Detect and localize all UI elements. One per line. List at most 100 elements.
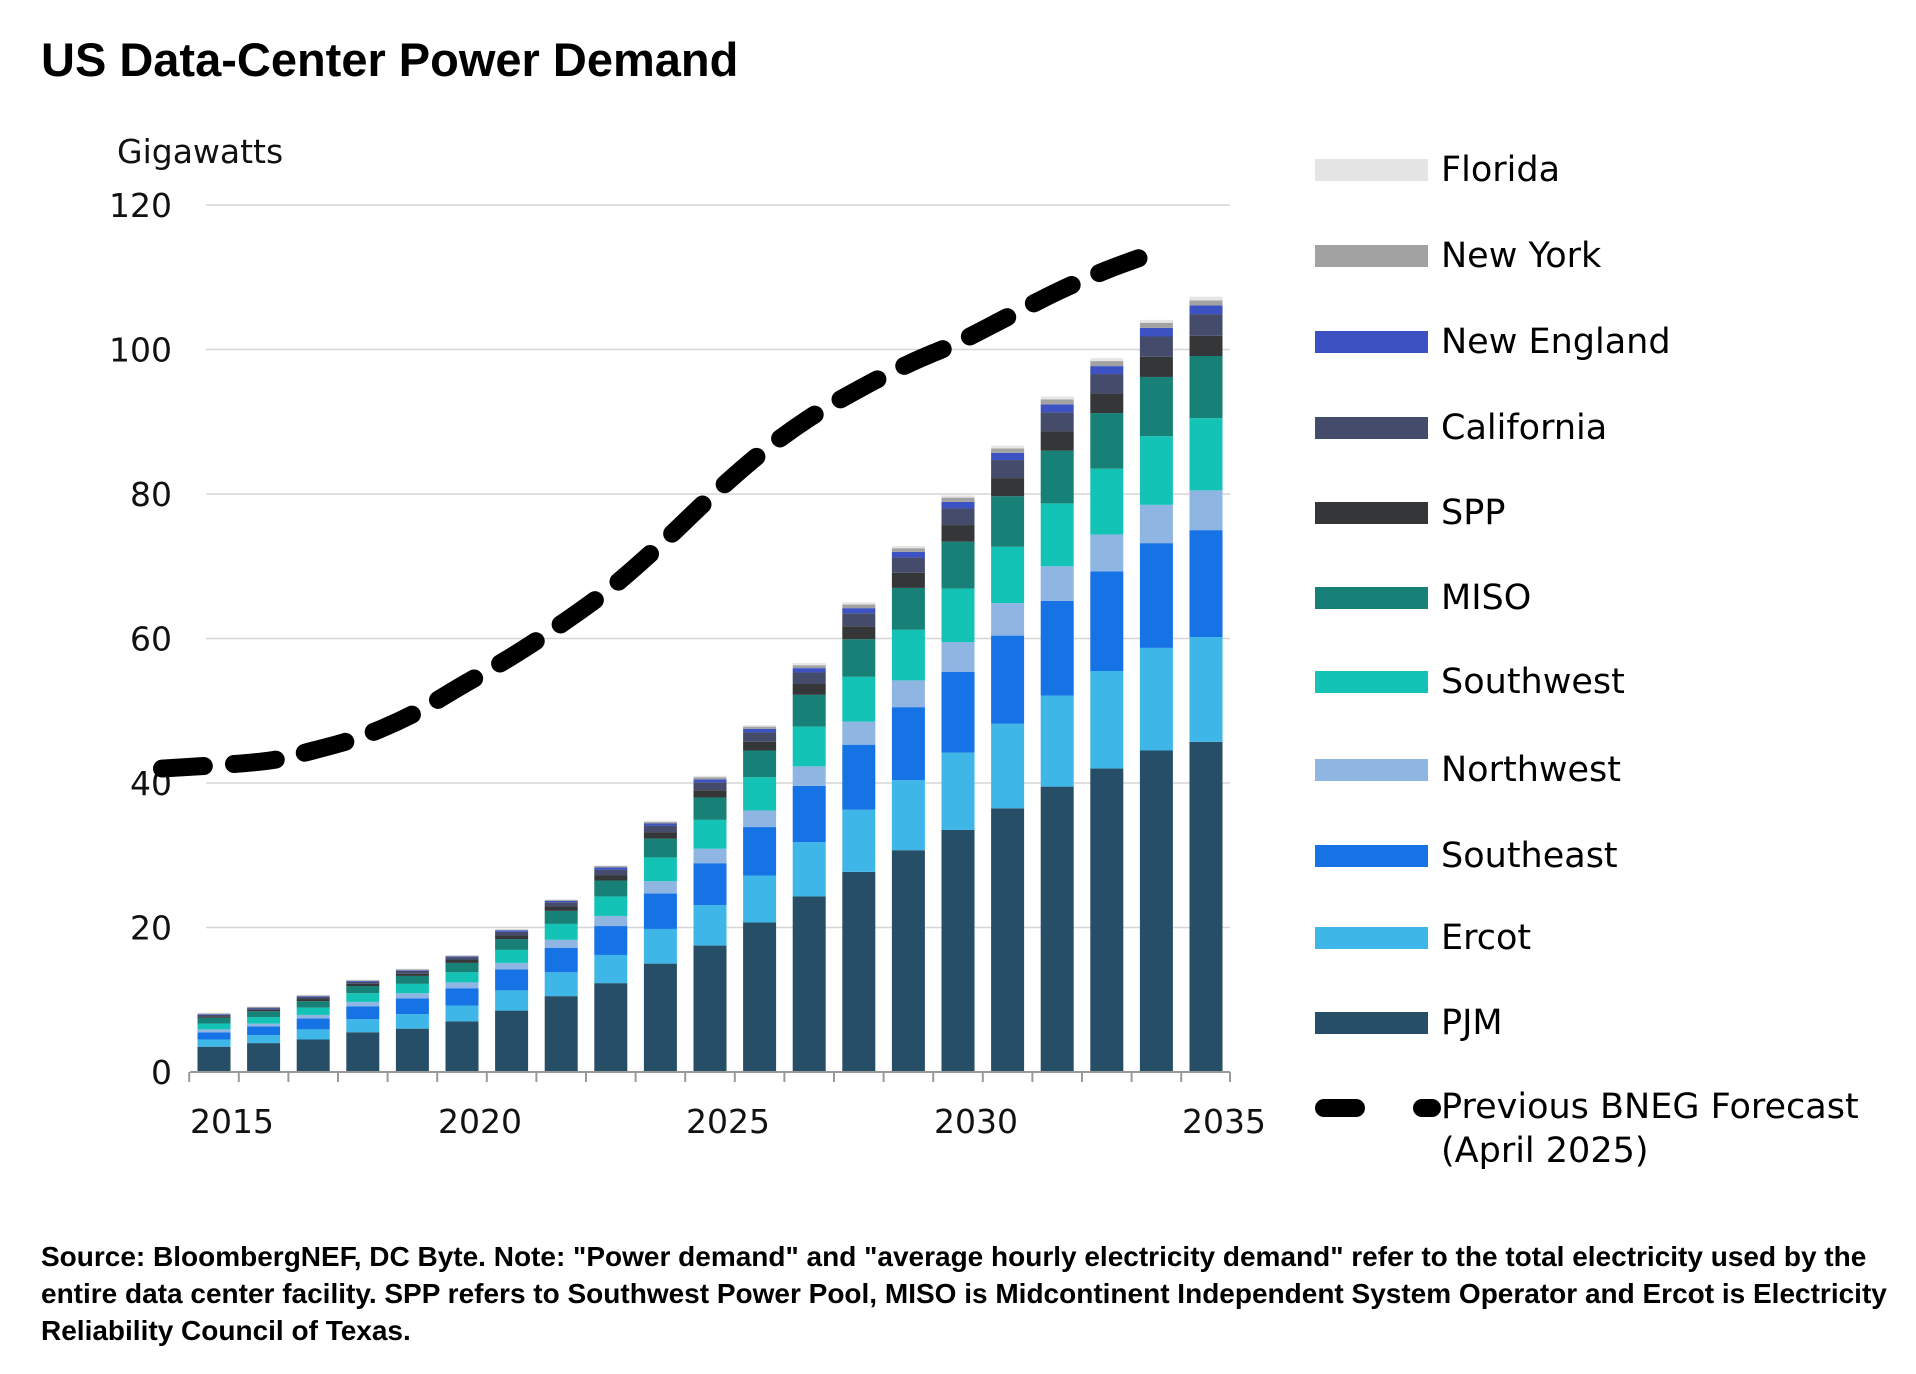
legend-item-new-york: New York: [1315, 236, 1601, 276]
bar-segment-new-york: [842, 604, 876, 609]
bar-segment-southeast: [891, 707, 925, 781]
bar-segment-northwest: [941, 642, 975, 672]
bar-segment-spp: [1040, 431, 1074, 451]
bar-segment-california: [1040, 412, 1074, 432]
bar-segment-ercot: [296, 1029, 330, 1040]
bar-segment-florida: [842, 602, 876, 605]
legend-item-pjm: PJM: [1315, 1003, 1503, 1043]
bar-segment-florida: [495, 928, 529, 930]
legend-item-new-england: New England: [1315, 322, 1671, 362]
bar-segment-southeast: [1189, 530, 1223, 638]
bar-segment-southeast: [743, 827, 777, 876]
bar-segment-ercot: [891, 780, 925, 851]
bar-segment-southwest: [197, 1023, 231, 1030]
bar-segment-ercot: [445, 1005, 479, 1022]
bar-segment-southwest: [743, 777, 777, 811]
legend-swatch: [1315, 159, 1428, 181]
bar-segment-florida: [1139, 319, 1173, 323]
bar-segment-northwest: [346, 1001, 380, 1007]
bar-segment-ercot: [643, 928, 677, 964]
bar-segment-miso: [197, 1017, 231, 1024]
bar-segment-florida: [991, 445, 1025, 449]
bar-segment-pjm: [842, 871, 876, 1072]
bar-segment-ercot: [941, 752, 975, 830]
legend-label: New England: [1441, 322, 1671, 362]
bar-segment-miso: [495, 939, 529, 950]
bar-segment-ercot: [1189, 637, 1223, 742]
bar-segment-southeast: [296, 1018, 330, 1030]
bar-segment-northwest: [643, 881, 677, 894]
bar-segment-pjm: [1040, 786, 1074, 1072]
bar-segment-southwest: [346, 993, 380, 1002]
legend-label: New York: [1441, 236, 1602, 276]
bar-segment-ercot: [792, 842, 826, 897]
bar-segment-spp: [495, 935, 529, 940]
bar-segment-southwest: [247, 1017, 281, 1024]
bar-segment-miso: [891, 587, 925, 630]
bar-segment-northwest: [792, 766, 826, 786]
bar-segment-southwest: [1090, 468, 1124, 535]
bar-segment-pjm: [1139, 750, 1173, 1072]
bar-segment-california: [296, 996, 330, 1000]
bar-segment-pjm: [693, 945, 727, 1072]
bar-segment-pjm: [594, 983, 628, 1072]
bar-segment-new-england: [1189, 305, 1223, 315]
bar-segment-miso: [792, 694, 826, 727]
bar-segment-miso: [247, 1011, 281, 1018]
x-axis: [188, 1071, 1231, 1082]
bar-segment-ercot: [197, 1039, 231, 1047]
bar-segment-miso: [842, 639, 876, 677]
bar-segment-new-england: [1090, 366, 1124, 375]
bar-segment-ercot: [544, 972, 578, 997]
bar-segment-southeast: [594, 926, 628, 955]
bar-segment-california: [1139, 336, 1173, 357]
bar-segment-new-england: [1040, 404, 1074, 413]
bar-segment-pjm: [792, 896, 826, 1072]
legend-swatch: [1315, 671, 1428, 693]
bar-segment-california: [842, 613, 876, 627]
bar-segment-new-york: [941, 497, 975, 502]
bar-segment-california: [197, 1014, 231, 1017]
bar-segment-new-york: [991, 448, 1025, 453]
bar-segment-miso: [395, 975, 429, 984]
bar-segment-pjm: [395, 1028, 429, 1072]
bar-segment-new-york: [693, 777, 727, 780]
legend-item-miso: MISO: [1315, 578, 1531, 618]
bar-segment-northwest: [743, 810, 777, 828]
bar-segment-southwest: [643, 857, 677, 882]
bar-segment-southwest: [594, 896, 628, 916]
bar-segment-new-england: [1139, 327, 1173, 337]
bar-segment-pjm: [941, 829, 975, 1072]
bar-segment-spp: [842, 626, 876, 640]
legend-item-northwest: Northwest: [1315, 750, 1621, 790]
bar-segment-southeast: [395, 998, 429, 1015]
bar-segment-miso: [1040, 450, 1074, 504]
legend-item-florida: Florida: [1315, 150, 1560, 190]
bar-segment-southwest: [544, 923, 578, 940]
x-tick-label: 2020: [438, 1102, 522, 1141]
bar-segment-spp: [693, 790, 727, 798]
bar-segment-ercot: [594, 954, 628, 984]
legend-swatch: [1315, 1012, 1428, 1034]
bar-segment-california: [792, 672, 826, 685]
legend-item-ercot: Ercot: [1315, 918, 1531, 958]
bar-segment-southwest: [395, 983, 429, 994]
bar-segment-northwest: [891, 680, 925, 708]
bar-segment-california: [941, 508, 975, 526]
bar-segment-ercot: [693, 905, 727, 946]
bar-segment-spp: [792, 684, 826, 695]
bar-segment-pjm: [643, 963, 677, 1072]
bar-segment-southeast: [842, 744, 876, 810]
bar-segment-new-york: [445, 955, 479, 957]
legend-item-southwest: Southwest: [1315, 662, 1625, 702]
bar-segment-southeast: [445, 988, 479, 1006]
bar-segment-southeast: [1139, 543, 1173, 648]
y-tick-label: 60: [130, 620, 172, 659]
legend-item-previous-forecast: Previous BNEG Forecast (April 2025): [1315, 1085, 1859, 1171]
legend-label: Florida: [1441, 150, 1561, 190]
bar-segment-pjm: [1090, 768, 1124, 1072]
bar-segment-northwest: [495, 962, 529, 970]
x-tick-label: 2035: [1182, 1102, 1266, 1141]
